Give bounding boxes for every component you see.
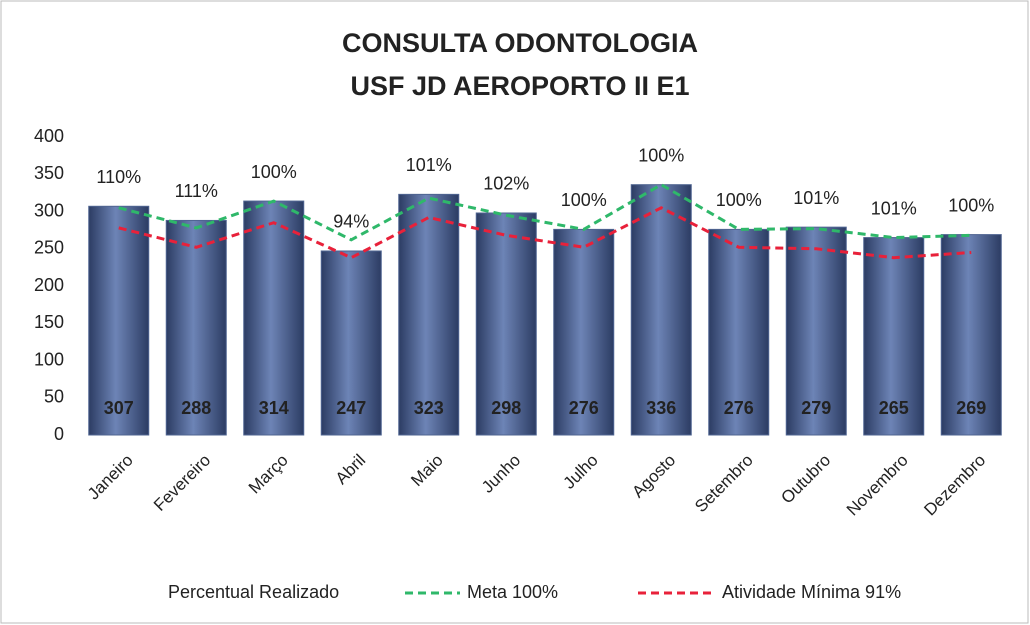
percent-label: 110%: [96, 167, 141, 187]
legend-label: Percentual Realizado: [168, 582, 339, 602]
legend-label: Meta 100%: [467, 582, 558, 602]
y-tick-label: 250: [34, 238, 64, 258]
line: [118, 206, 972, 260]
percent-label: 101%: [871, 198, 917, 218]
bar-value-label: 269: [956, 398, 986, 418]
y-tick-label: 300: [34, 200, 64, 220]
y-tick-label: 400: [34, 126, 64, 146]
percent-label: 100%: [716, 190, 762, 210]
line: [118, 182, 972, 242]
bar-value-label: 276: [569, 398, 599, 418]
percent-label: 100%: [561, 190, 607, 210]
chart-title: USF JD AEROPORTO II E1: [350, 71, 689, 101]
bar: [243, 200, 305, 436]
bar: [165, 219, 227, 436]
y-tick-label: 350: [34, 163, 64, 183]
percent-label: 102%: [483, 174, 529, 194]
bar: [940, 234, 1002, 436]
y-tick-label: 200: [34, 275, 64, 295]
y-tick-label: 0: [54, 424, 64, 444]
chart-title: CONSULTA ODONTOLOGIA: [342, 28, 698, 58]
bar-value-label: 265: [879, 398, 909, 418]
percent-label: 101%: [406, 155, 452, 175]
bar-value-label: 247: [336, 398, 366, 418]
percent-label: 101%: [793, 188, 839, 208]
percent-label: 100%: [251, 162, 297, 182]
bar-value-label: 279: [801, 398, 831, 418]
bar: [320, 250, 382, 436]
legend-label: Atividade Mínima 91%: [722, 582, 901, 602]
percent-label: 100%: [948, 195, 994, 215]
percent-label: 111%: [175, 181, 218, 201]
bar: [708, 228, 770, 436]
percent-label: 94%: [333, 212, 369, 232]
y-tick-label: 150: [34, 312, 64, 332]
percent-label: 100%: [638, 145, 684, 165]
bar-value-label: 307: [104, 398, 134, 418]
bar: [863, 237, 925, 436]
y-tick-label: 50: [44, 387, 64, 407]
bar: [630, 184, 692, 436]
bar: [785, 226, 847, 436]
bar-value-label: 336: [646, 398, 676, 418]
bar: [553, 228, 615, 436]
bar: [398, 193, 460, 436]
bar-value-label: 298: [491, 398, 521, 418]
bar-value-label: 323: [414, 398, 444, 418]
bar-value-label: 288: [181, 398, 211, 418]
bar-value-label: 276: [724, 398, 754, 418]
bar-value-label: 314: [259, 398, 289, 418]
bar: [475, 212, 537, 436]
y-tick-label: 100: [34, 349, 64, 369]
bar: [88, 205, 150, 436]
